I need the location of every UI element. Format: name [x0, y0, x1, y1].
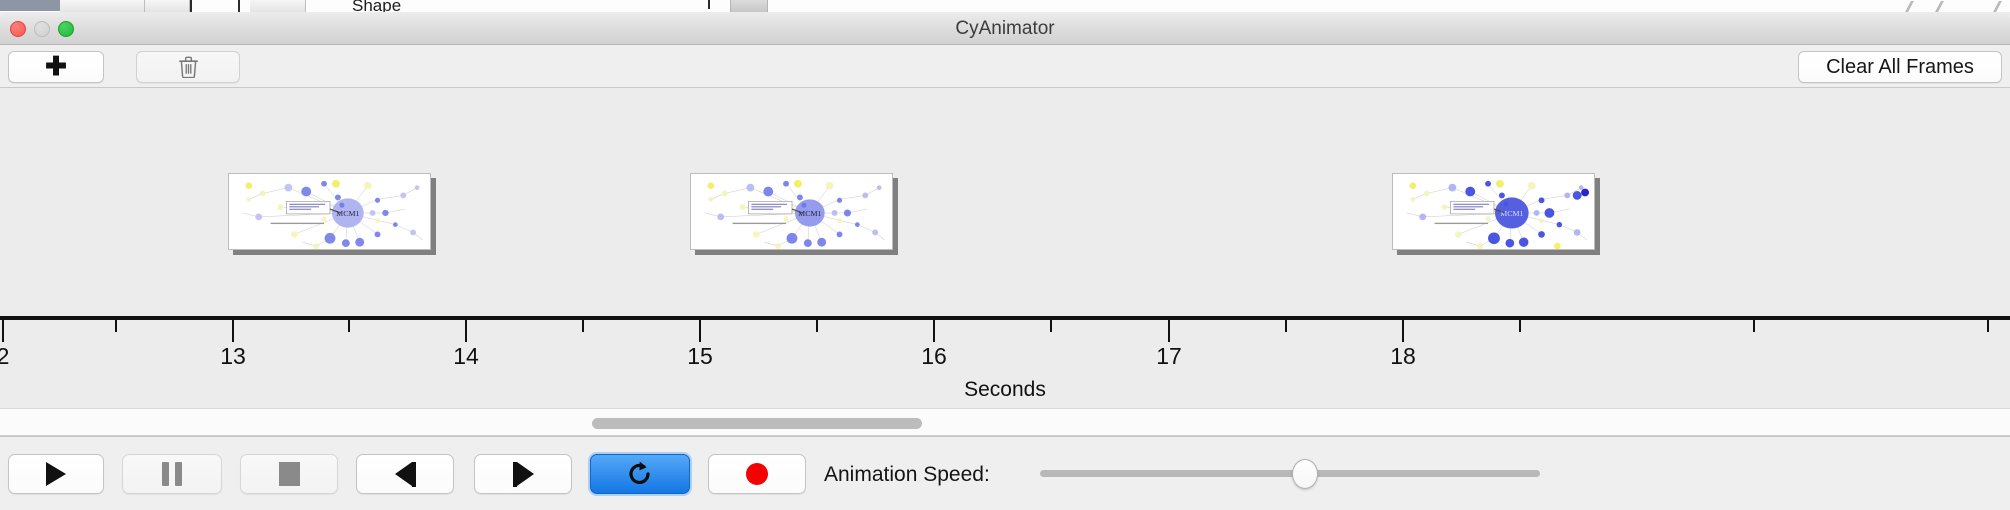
previous-frame-button[interactable] [356, 454, 454, 494]
timeline-scrollbar[interactable] [0, 408, 2010, 436]
tick-label: 13 [220, 343, 246, 369]
next-frame-button[interactable] [474, 454, 572, 494]
tick-major [1168, 320, 1170, 342]
background-window-titlebar [0, 0, 60, 11]
window-controls [10, 21, 74, 37]
record-icon [746, 463, 768, 485]
network-graph-icon: MCM1 [242, 179, 424, 249]
tick-minor [816, 320, 818, 332]
delete-frame-button[interactable] [136, 51, 240, 83]
background-tab [145, 0, 190, 12]
minimize-button[interactable] [34, 21, 50, 37]
clear-all-frames-button[interactable]: Clear All Frames [1798, 51, 2002, 83]
thumbnail-sheet: MCM1 [690, 173, 893, 250]
tick-label: 18 [1390, 343, 1416, 369]
add-frame-button[interactable]: ✚ [8, 51, 104, 83]
background-mark [190, 0, 192, 12]
tick-minor [582, 320, 584, 332]
play-button[interactable] [8, 454, 104, 494]
maximize-button[interactable] [58, 21, 74, 37]
toolbar: ✚ Clear All Frames [0, 45, 2010, 88]
plus-icon: ✚ [45, 51, 67, 81]
record-button[interactable] [708, 454, 806, 494]
axis-title: Seconds [964, 378, 1046, 401]
thumbnail-sheet: MCM1 [1392, 173, 1595, 250]
animation-speed-slider[interactable] [1040, 454, 1540, 494]
tick-major [933, 320, 935, 342]
tick-label: 2 [0, 343, 10, 369]
timeline-ruler[interactable]: 2 13 14 15 16 17 18 Seconds [0, 316, 2010, 408]
background-window-label: Shape [352, 0, 402, 12]
tick-minor [1050, 320, 1052, 332]
loop-icon [629, 461, 650, 484]
tick-label: 16 [921, 343, 947, 369]
tick-minor [115, 320, 117, 332]
animation-speed-label: Animation Speed: [824, 463, 990, 486]
frame-thumbnail[interactable]: MCM1 [228, 173, 436, 255]
axis-line [0, 316, 2010, 320]
pause-icon [162, 462, 182, 486]
tick-minor [1753, 320, 1755, 332]
trash-icon [178, 56, 198, 78]
stop-button[interactable] [240, 454, 338, 494]
titlebar: CyAnimator [0, 12, 2010, 45]
svg-text:MCM1: MCM1 [336, 209, 359, 218]
loop-button[interactable] [590, 454, 690, 494]
slider-knob[interactable] [1292, 459, 1318, 489]
clear-all-frames-label: Clear All Frames [1826, 55, 1974, 78]
pause-button[interactable] [122, 454, 222, 494]
frame-thumbnail[interactable]: MCM1 [690, 173, 898, 255]
tick-minor [1987, 320, 1989, 332]
timeline-panel[interactable]: MCM1 [0, 88, 2010, 408]
stop-icon [278, 462, 300, 486]
svg-text:MCM1: MCM1 [798, 209, 821, 218]
play-icon [46, 462, 66, 486]
tick-label: 15 [687, 343, 713, 369]
background-mark [238, 0, 240, 12]
skip-forward-icon [512, 461, 534, 487]
network-graph-icon: MCM1 [1406, 179, 1590, 249]
tick-minor [348, 320, 350, 332]
tick-major [699, 320, 701, 342]
network-graph-icon: MCM1 [704, 179, 886, 249]
svg-text:MCM1: MCM1 [1500, 209, 1523, 218]
tick-major [2, 320, 4, 342]
background-diagonal [1993, 1, 2010, 12]
background-mark [708, 0, 710, 9]
tick-major [465, 320, 467, 342]
tick-major [232, 320, 234, 342]
scrollbar-thumb[interactable] [592, 418, 922, 429]
skip-back-icon [394, 461, 416, 487]
background-scroll-chunk [730, 0, 768, 12]
background-diagonal [1935, 1, 1957, 12]
close-button[interactable] [10, 21, 26, 37]
page-title: CyAnimator [955, 18, 1055, 39]
thumbnail-sheet: MCM1 [228, 173, 431, 250]
tick-label: 17 [1156, 343, 1182, 369]
background-tab [250, 0, 306, 12]
tick-label: 14 [453, 343, 479, 369]
playback-controlbar: Animation Speed: [0, 436, 2010, 510]
frame-thumbnail[interactable]: MCM1 [1392, 173, 1600, 255]
tick-major [1402, 320, 1404, 342]
background-diagonal [1905, 1, 1927, 12]
tick-minor [1285, 320, 1287, 332]
background-tab [60, 0, 145, 12]
background-window-strip: Shape [0, 0, 2010, 12]
slider-track[interactable] [1040, 470, 1540, 477]
tick-minor [1519, 320, 1521, 332]
